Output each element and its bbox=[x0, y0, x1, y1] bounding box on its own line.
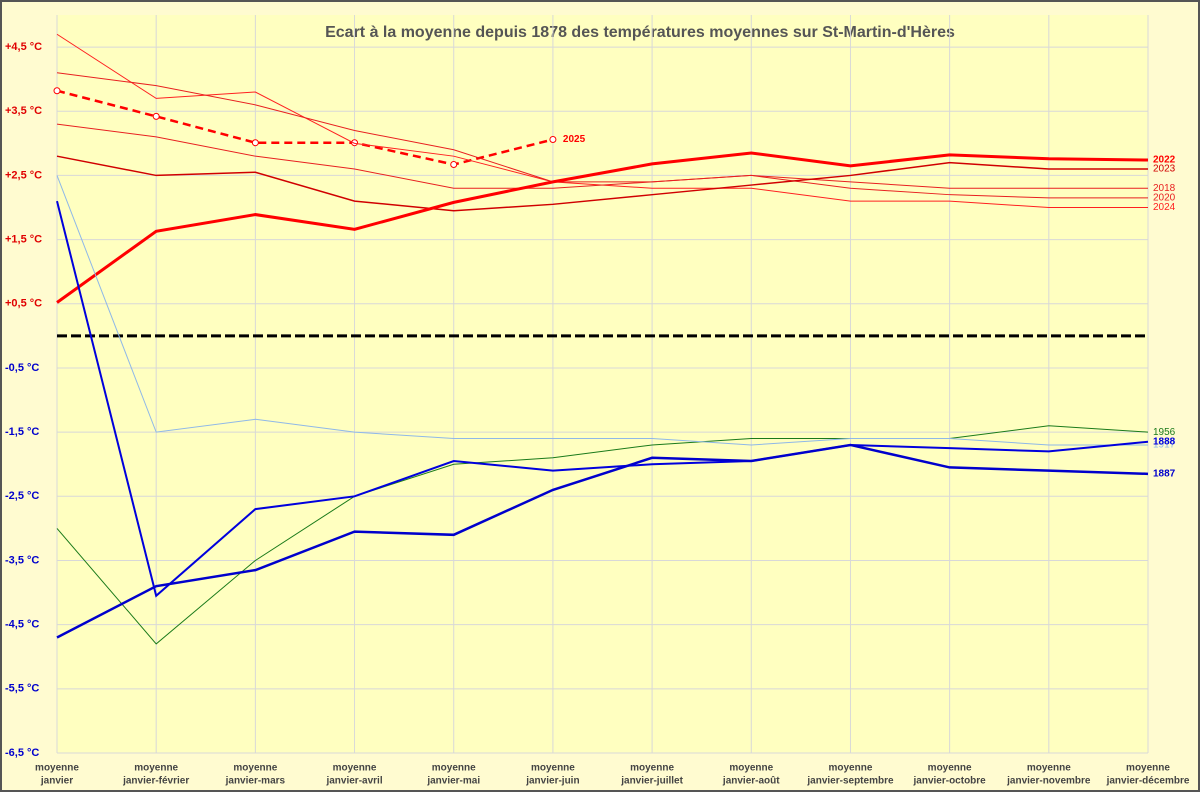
x-tick-label: moyenne bbox=[134, 763, 178, 774]
x-tick-label: janvier-février bbox=[122, 776, 189, 787]
y-tick-label: +3,5 °C bbox=[5, 105, 42, 117]
chart-title: Ecart à la moyenne depuis 1878 des tempé… bbox=[325, 24, 955, 41]
x-tick-label: moyenne bbox=[829, 763, 873, 774]
series-label: 2018 bbox=[1153, 183, 1176, 194]
y-tick-label: -0,5 °C bbox=[5, 362, 39, 374]
series-label: 2022 bbox=[1153, 155, 1176, 166]
x-tick-label: janvier-octobre bbox=[913, 776, 987, 787]
series-label: 2020 bbox=[1153, 193, 1176, 204]
series-line bbox=[56, 443, 1149, 639]
series-label: 1887 bbox=[1153, 468, 1176, 479]
x-tick-label: moyenne bbox=[630, 763, 674, 774]
x-tick-label: moyenne bbox=[333, 763, 377, 774]
plot-area bbox=[57, 15, 1148, 753]
y-tick-label: -5,5 °C bbox=[5, 683, 39, 695]
x-tick-label: moyenne bbox=[432, 763, 476, 774]
series-line bbox=[56, 200, 1149, 598]
x-tick-label: moyenne bbox=[531, 763, 575, 774]
y-tick-label: -6,5 °C bbox=[5, 747, 39, 759]
x-tick-label: moyenne bbox=[928, 763, 972, 774]
x-tick-label: janvier-décembre bbox=[1106, 776, 1190, 787]
y-tick-label: -1,5 °C bbox=[5, 426, 39, 438]
x-tick-label: janvier bbox=[40, 776, 73, 787]
series-line bbox=[56, 123, 1148, 189]
series-marker bbox=[450, 161, 458, 169]
x-tick-label: janvier-juin bbox=[525, 776, 579, 787]
y-tick-label: +4,5 °C bbox=[5, 41, 42, 53]
x-tick-label: janvier-mai bbox=[426, 776, 480, 787]
x-tick-label: moyenne bbox=[1126, 763, 1170, 774]
series-marker bbox=[152, 112, 160, 120]
series-marker bbox=[351, 139, 359, 147]
x-tick-label: janvier-avril bbox=[325, 776, 382, 787]
series-label: 1917 bbox=[1153, 440, 1176, 451]
series-label: 1956 bbox=[1153, 427, 1176, 438]
series-line bbox=[56, 72, 1148, 199]
x-tick-label: moyenne bbox=[1027, 763, 1071, 774]
series-label: 2023 bbox=[1153, 164, 1176, 175]
series-label: 2024 bbox=[1153, 202, 1176, 213]
x-tick-label: moyenne bbox=[729, 763, 773, 774]
y-tick-label: -2,5 °C bbox=[5, 490, 39, 502]
series-line bbox=[56, 175, 1148, 446]
y-tick-label: -4,5 °C bbox=[5, 619, 39, 631]
x-tick-label: janvier-mars bbox=[225, 776, 286, 787]
y-tick-label: -3,5 °C bbox=[5, 554, 39, 566]
series-marker bbox=[251, 139, 259, 147]
series-label: 1888 bbox=[1153, 436, 1176, 447]
series-line bbox=[56, 425, 1149, 645]
x-tick-label: janvier-août bbox=[722, 776, 780, 787]
series-marker bbox=[549, 135, 557, 143]
y-tick-label: +0,5 °C bbox=[5, 298, 42, 310]
y-tick-label: +1,5 °C bbox=[5, 234, 42, 246]
series-label: 2025 bbox=[563, 134, 586, 145]
x-tick-label: janvier-juillet bbox=[620, 776, 683, 787]
y-tick-label: +2,5 °C bbox=[5, 169, 42, 181]
x-tick-label: janvier-novembre bbox=[1006, 776, 1091, 787]
series-marker bbox=[53, 87, 61, 95]
series-line bbox=[56, 155, 1148, 212]
x-tick-label: janvier-septembre bbox=[806, 776, 894, 787]
x-tick-label: moyenne bbox=[35, 763, 79, 774]
series-line bbox=[56, 151, 1149, 304]
x-tick-label: moyenne bbox=[233, 763, 277, 774]
